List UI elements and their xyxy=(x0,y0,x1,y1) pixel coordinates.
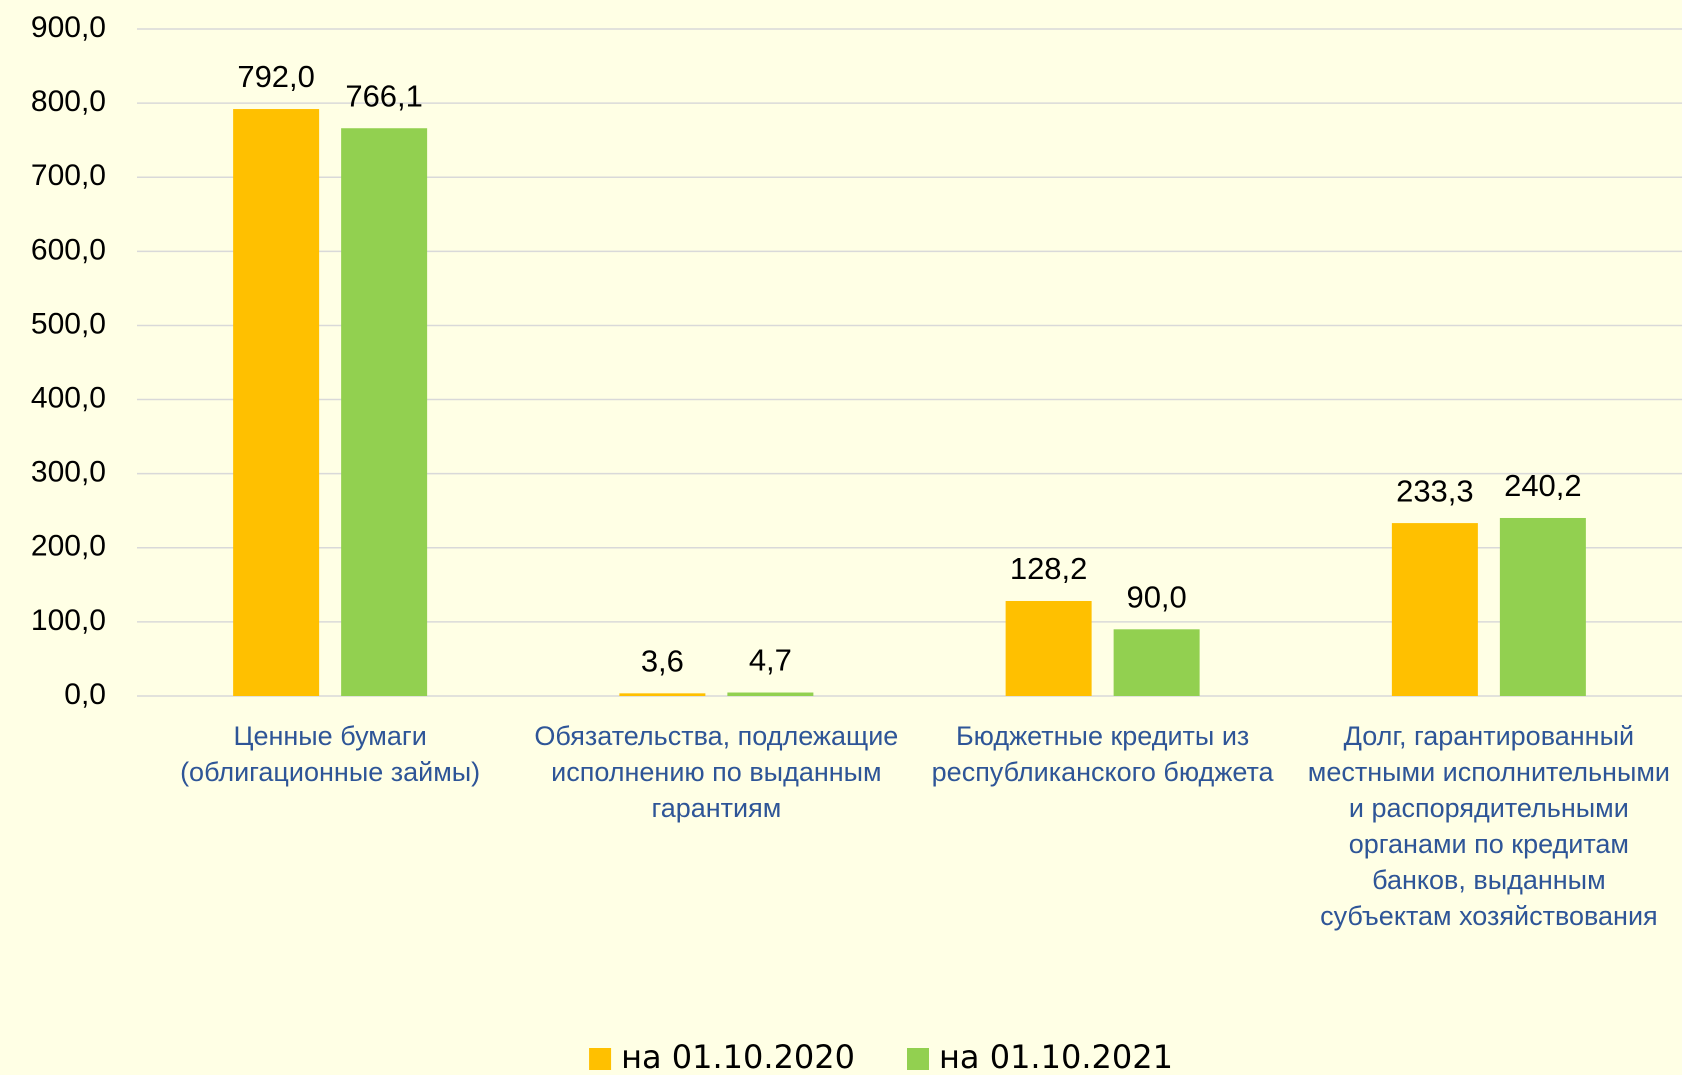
x-tick-label: Бюджетные кредиты из республиканского бю… xyxy=(931,721,1274,787)
x-tick-label-box: Бюджетные кредиты из республиканского бю… xyxy=(931,721,1274,787)
bar xyxy=(233,109,320,697)
y-tick-label: 500,0 xyxy=(31,307,106,340)
data-label: 233,3 xyxy=(1396,473,1474,508)
data-label: 4,7 xyxy=(749,643,792,678)
x-tick-label-box: Обязательства, подлежащие исполнению по … xyxy=(534,721,899,823)
data-label: 792,0 xyxy=(237,59,315,94)
x-tick-label-box: Ценные бумаги (облигационные займы) xyxy=(180,721,481,787)
bar xyxy=(727,692,814,696)
y-tick-label: 400,0 xyxy=(31,381,106,414)
legend-swatch xyxy=(589,1048,612,1070)
bar xyxy=(1113,629,1200,696)
y-tick-label: 600,0 xyxy=(31,233,106,266)
y-tick-label: 0,0 xyxy=(64,678,106,711)
bar xyxy=(1499,517,1586,696)
data-label: 128,2 xyxy=(1010,551,1088,586)
x-tick-label-box: Долг, гарантированный местными исполните… xyxy=(1307,721,1670,931)
legend-swatch xyxy=(907,1048,929,1070)
x-tick-label: Долг, гарантированный местными исполните… xyxy=(1307,721,1670,931)
y-tick-label: 700,0 xyxy=(31,159,106,192)
legend-label: на 01.10.2021 xyxy=(939,1038,1173,1075)
bar xyxy=(619,693,706,696)
y-tick-label: 800,0 xyxy=(31,85,106,118)
legend-label: на 01.10.2020 xyxy=(621,1038,855,1075)
x-tick-label: Ценные бумаги (облигационные займы) xyxy=(180,721,481,787)
y-tick-label: 900,0 xyxy=(31,11,106,44)
data-label: 90,0 xyxy=(1126,579,1186,614)
data-label: 3,6 xyxy=(641,644,684,679)
data-label: 766,1 xyxy=(345,78,423,113)
bar xyxy=(1005,600,1092,696)
y-tick-label: 200,0 xyxy=(31,530,106,563)
bar xyxy=(1391,523,1478,696)
y-tick-label: 300,0 xyxy=(31,456,106,489)
x-tick-label: Обязательства, подлежащие исполнению по … xyxy=(534,721,899,823)
data-label: 240,2 xyxy=(1504,468,1582,503)
bar xyxy=(341,128,428,697)
y-tick-label: 100,0 xyxy=(31,604,106,637)
